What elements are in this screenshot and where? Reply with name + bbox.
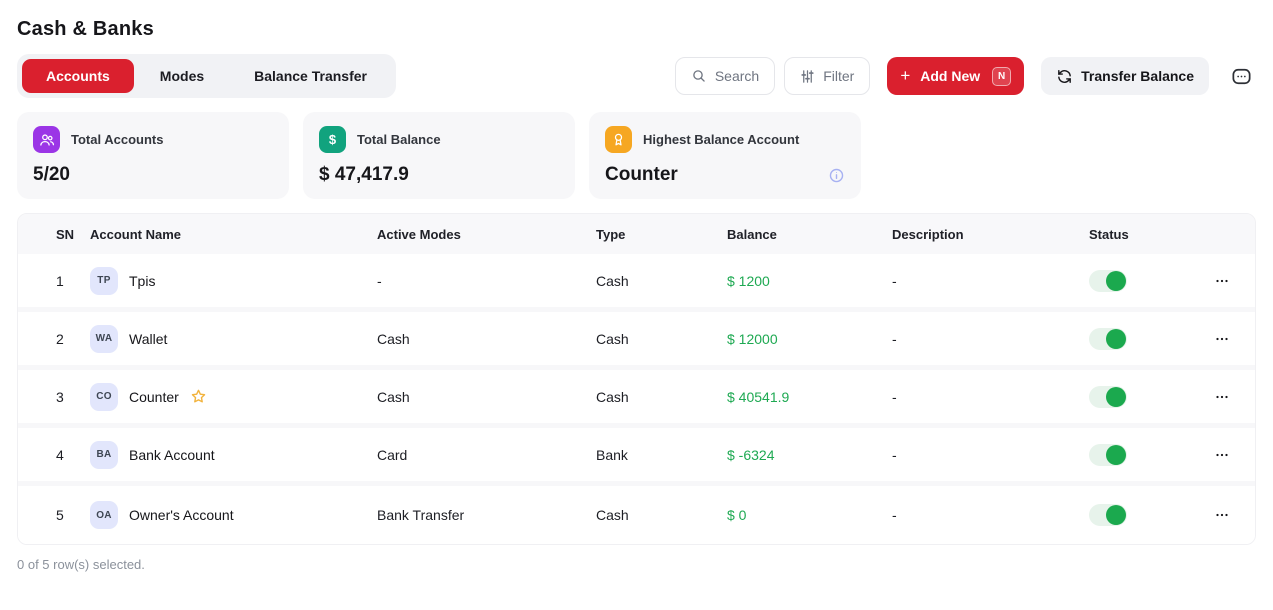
row-menu-button[interactable] bbox=[1209, 268, 1235, 294]
account-name: Tpis bbox=[129, 272, 156, 289]
table-row[interactable]: 2 WA Wallet Cash Cash $ 12000 - bbox=[18, 312, 1255, 370]
account-description: - bbox=[892, 446, 897, 463]
account-description: - bbox=[892, 507, 897, 523]
transfer-balance-button[interactable]: Transfer Balance bbox=[1041, 57, 1209, 95]
account-type: Cash bbox=[596, 388, 629, 405]
active-modes: - bbox=[377, 272, 382, 289]
toggle-knob bbox=[1106, 444, 1126, 465]
row-menu-button[interactable] bbox=[1209, 326, 1235, 352]
active-modes: Card bbox=[377, 446, 408, 463]
account-name: Bank Account bbox=[129, 446, 215, 463]
tab-accounts[interactable]: Accounts bbox=[22, 59, 134, 93]
account-balance: $ 40541.9 bbox=[727, 388, 790, 405]
card-label: Total Accounts bbox=[71, 132, 164, 147]
toggle-knob bbox=[1106, 386, 1126, 407]
account-balance: $ -6324 bbox=[727, 446, 775, 463]
table-row[interactable]: 1 TP Tpis - Cash $ 1200 - bbox=[18, 254, 1255, 312]
filter-sliders-icon bbox=[800, 69, 815, 84]
row-menu-button[interactable] bbox=[1209, 442, 1235, 468]
column-header: Description bbox=[892, 226, 964, 242]
tab-modes[interactable]: Modes bbox=[136, 59, 228, 93]
account-balance: $ 1200 bbox=[727, 272, 770, 289]
total-accounts-card: Total Accounts 5/20 bbox=[17, 112, 289, 199]
award-icon bbox=[605, 126, 632, 153]
account-description: - bbox=[892, 388, 897, 405]
account-balance: $ 12000 bbox=[727, 330, 778, 347]
table-header: SN Account Name Active Modes Type Balance Des… bbox=[18, 214, 1255, 254]
search-button[interactable]: Search bbox=[674, 57, 776, 95]
status-toggle[interactable] bbox=[1089, 504, 1127, 526]
column-header: Type bbox=[596, 226, 626, 242]
total-accounts-value: 5/20 bbox=[33, 164, 70, 185]
column-header: Account Name bbox=[90, 226, 182, 242]
account-name: Counter bbox=[129, 388, 179, 405]
account-name: Owner's Account bbox=[129, 507, 234, 523]
card-label: Total Balance bbox=[357, 132, 441, 147]
status-toggle[interactable] bbox=[1089, 385, 1127, 408]
card-label: Highest Balance Account bbox=[643, 132, 800, 147]
row-number: 2 bbox=[56, 330, 64, 347]
active-modes: Bank Transfer bbox=[377, 507, 465, 523]
total-balance-card: $ Total Balance $ 47,417.9 bbox=[303, 112, 575, 199]
table-body: 1 TP Tpis - Cash $ 1200 - 2 bbox=[18, 254, 1255, 544]
star-icon[interactable] bbox=[190, 388, 207, 405]
search-icon bbox=[691, 68, 707, 84]
column-header: Balance bbox=[727, 226, 777, 242]
tab-balance-transfer[interactable]: Balance Transfer bbox=[230, 59, 391, 93]
plus-icon: + bbox=[900, 66, 911, 85]
row-number: 3 bbox=[56, 388, 64, 405]
keyboard-shortcut-badge: N bbox=[992, 66, 1012, 86]
filter-button[interactable]: Filter bbox=[784, 57, 871, 95]
toggle-knob bbox=[1106, 270, 1126, 291]
column-header: Status bbox=[1089, 226, 1129, 242]
row-number: 5 bbox=[56, 507, 64, 523]
add-new-button[interactable]: + Add New N bbox=[887, 57, 1025, 95]
info-icon[interactable] bbox=[828, 167, 845, 184]
row-menu-button[interactable] bbox=[1209, 384, 1235, 410]
column-header: Active Modes bbox=[377, 226, 461, 242]
account-description: - bbox=[892, 272, 897, 289]
account-name: Wallet bbox=[129, 330, 168, 347]
status-toggle[interactable] bbox=[1089, 443, 1127, 466]
active-modes: Cash bbox=[377, 330, 410, 347]
row-number: 4 bbox=[56, 446, 64, 463]
row-number: 1 bbox=[56, 272, 64, 289]
account-avatar: OA bbox=[90, 501, 118, 529]
users-icon bbox=[33, 126, 60, 153]
table-row[interactable]: 5 OA Owner's Account Bank Transfer Cash … bbox=[18, 486, 1255, 544]
accounts-table: SN Account Name Active Modes Type Balance Des… bbox=[17, 213, 1256, 545]
account-avatar: BA bbox=[90, 440, 118, 469]
highest-balance-card: Highest Balance Account Counter bbox=[589, 112, 861, 199]
account-type: Cash bbox=[596, 507, 629, 523]
tab-bar: Accounts Modes Balance Transfer bbox=[17, 54, 396, 98]
status-toggle[interactable] bbox=[1089, 269, 1127, 292]
column-header: SN bbox=[56, 226, 75, 242]
toggle-knob bbox=[1106, 328, 1126, 349]
account-type: Cash bbox=[596, 272, 629, 289]
table-row[interactable]: 3 CO Counter Cash Cash $ 40541.9 - bbox=[18, 370, 1255, 428]
page-title: Cash & Banks bbox=[17, 18, 154, 40]
toolbar: Accounts Modes Balance Transfer Search bbox=[17, 54, 1256, 98]
account-description: - bbox=[892, 330, 897, 347]
account-avatar: WA bbox=[90, 324, 118, 353]
chat-dots-icon[interactable] bbox=[1226, 61, 1256, 91]
toolbar-actions: Search Filter + Add New N bbox=[674, 57, 1256, 95]
highest-balance-value: Counter bbox=[605, 164, 678, 185]
status-toggle[interactable] bbox=[1089, 327, 1127, 350]
account-avatar: TP bbox=[90, 266, 118, 295]
selection-status: 0 of 5 row(s) selected. bbox=[17, 557, 145, 572]
transfer-arrows-icon bbox=[1056, 68, 1073, 85]
summary-cards: Total Accounts 5/20 $ Total Balance $ 47… bbox=[17, 112, 1256, 199]
active-modes: Cash bbox=[377, 388, 410, 405]
account-type: Cash bbox=[596, 330, 629, 347]
account-avatar: CO bbox=[90, 382, 118, 411]
total-balance-value: $ 47,417.9 bbox=[319, 164, 409, 185]
row-menu-button[interactable] bbox=[1209, 502, 1235, 528]
table-row[interactable]: 4 BA Bank Account Card Bank $ -6324 - bbox=[18, 428, 1255, 486]
dollar-icon: $ bbox=[319, 126, 346, 153]
account-type: Bank bbox=[596, 446, 628, 463]
toggle-knob bbox=[1106, 505, 1126, 525]
account-balance: $ 0 bbox=[727, 507, 747, 523]
